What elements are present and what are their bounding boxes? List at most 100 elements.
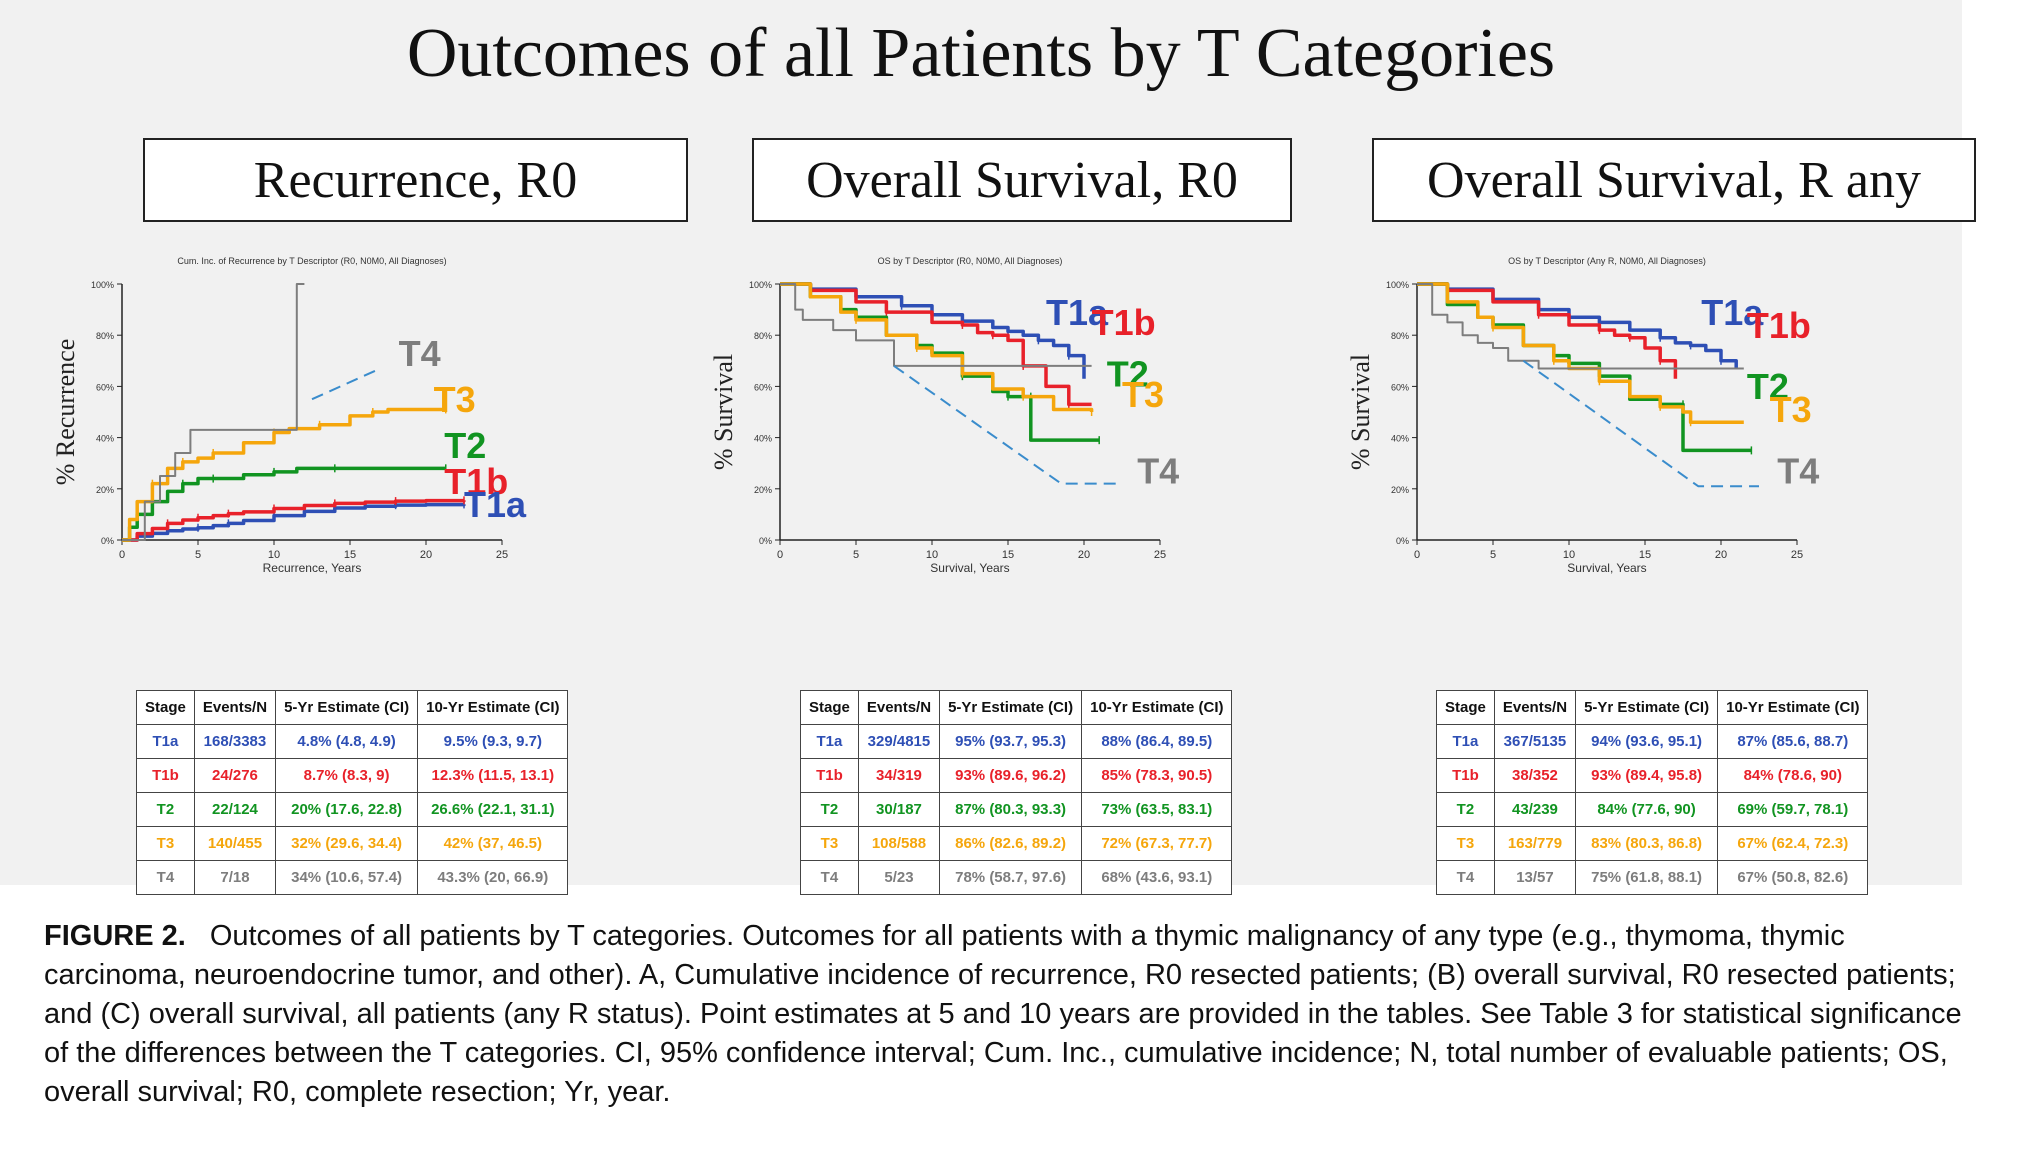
table-cell-yr5: 78% (58.7, 97.6) xyxy=(939,860,1083,895)
table-cell-yr5: 20% (17.6, 22.8) xyxy=(275,792,419,827)
table-header-row: Stage Events/N 5-Yr Estimate (CI) 10-Yr Est… xyxy=(136,690,569,725)
table-cell-events: 24/276 xyxy=(193,758,277,793)
table-row: T1b 24/276 8.7% (8.3, 9) 12.3% (11.5, 13.1) xyxy=(136,758,569,793)
table-cell-yr10: 69% (59.7, 78.1) xyxy=(1717,792,1869,827)
column-header: Stage xyxy=(136,690,195,725)
x-tick-label: 25 xyxy=(1791,549,1803,561)
table-row: T1b 38/352 93% (89.4, 95.8) 84% (78.6, 90) xyxy=(1436,758,1869,793)
table-header-row: Stage Events/N 5-Yr Estimate (CI) 10-Yr Est… xyxy=(1436,690,1869,725)
table-cell-stage: T1b xyxy=(800,758,859,793)
y-tick-label: 20% xyxy=(1391,485,1409,495)
series-label-t3: T3 xyxy=(1770,389,1812,430)
table-cell-stage: T4 xyxy=(800,860,859,895)
series-label-t4: T4 xyxy=(1137,451,1179,492)
column-header: 10-Yr Estimate (CI) xyxy=(417,690,569,725)
table-header-row: Stage Events/N 5-Yr Estimate (CI) 10-Yr Est… xyxy=(800,690,1233,725)
table-row: T4 5/23 78% (58.7, 97.6) 68% (43.6, 93.1) xyxy=(800,860,1233,895)
column-header: Events/N xyxy=(193,690,277,725)
table-row: T3 140/455 32% (29.6, 34.4) 42% (37, 46.5) xyxy=(136,826,569,861)
series-label-t1a: T1a xyxy=(1046,292,1109,333)
panel-c-table: Stage Events/N 5-Yr Estimate (CI) 10-Yr Est… xyxy=(1436,690,1869,895)
table-cell-yr5: 93% (89.4, 95.8) xyxy=(1575,758,1719,793)
table-cell-events: 168/3383 xyxy=(193,724,277,759)
table-cell-yr5: 8.7% (8.3, 9) xyxy=(275,758,419,793)
table-cell-yr5: 84% (77.6, 90) xyxy=(1575,792,1719,827)
y-tick-label: 20% xyxy=(754,485,772,495)
x-tick-label: 15 xyxy=(344,549,356,561)
table-row: T1a 367/5135 94% (93.6, 95.1) 87% (85.6, 88… xyxy=(1436,724,1869,759)
figure-title: Outcomes of all Patients by T Categories xyxy=(406,15,1556,92)
table-cell-stage: T2 xyxy=(136,792,195,827)
table-cell-yr10: 12.3% (11.5, 13.1) xyxy=(417,758,569,793)
column-header: Stage xyxy=(1436,690,1495,725)
series-label-t4: T4 xyxy=(1777,451,1819,492)
x-tick-label: 0 xyxy=(777,549,783,561)
panel-b-title-box: Overall Survival, R0 xyxy=(752,138,1292,222)
table-cell-events: 30/187 xyxy=(857,792,941,827)
x-tick-label: 5 xyxy=(853,549,859,561)
y-tick-label: 100% xyxy=(91,280,114,290)
table-row: T1a 329/4815 95% (93.7, 95.3) 88% (86.4, 89… xyxy=(800,724,1233,759)
table-row: T4 13/57 75% (61.8, 88.1) 67% (50.8, 82.6) xyxy=(1436,860,1869,895)
series-label-t1b: T1b xyxy=(1092,302,1156,343)
table-cell-stage: T1a xyxy=(1436,724,1495,759)
chart-title: Cum. Inc. of Recurrence by T Descriptor … xyxy=(177,256,446,266)
table-row: T3 108/588 86% (82.6, 89.2) 72% (67.3, 77.7… xyxy=(800,826,1233,861)
series-label-t1b: T1b xyxy=(1747,305,1811,346)
table-cell-events: 329/4815 xyxy=(857,724,941,759)
table-cell-yr5: 32% (29.6, 34.4) xyxy=(275,826,419,861)
table-cell-yr5: 75% (61.8, 88.1) xyxy=(1575,860,1719,895)
series-t1b xyxy=(780,282,1092,407)
x-tick-label: 0 xyxy=(1414,549,1420,561)
table-cell-stage: T2 xyxy=(800,792,859,827)
figure: Outcomes of all Patients by T Categories… xyxy=(0,0,1976,895)
table-cell-events: 22/124 xyxy=(193,792,277,827)
table-cell-stage: T4 xyxy=(1436,860,1495,895)
y-tick-label: 0% xyxy=(1396,536,1409,546)
column-header: Stage xyxy=(800,690,859,725)
panel-a-table: Stage Events/N 5-Yr Estimate (CI) 10-Yr Est… xyxy=(136,690,569,895)
x-tick-label: 5 xyxy=(195,549,201,561)
table-cell-yr10: 87% (85.6, 88.7) xyxy=(1717,724,1869,759)
panel-c-title-box: Overall Survival, R any xyxy=(1372,138,1976,222)
table-cell-yr5: 95% (93.7, 95.3) xyxy=(939,724,1083,759)
y-tick-label: 60% xyxy=(754,382,772,392)
caption-label: FIGURE 2. xyxy=(44,920,186,952)
y-tick-label: 60% xyxy=(96,382,114,392)
series-label-t1b: T1b xyxy=(444,461,508,502)
x-tick-label: 15 xyxy=(1002,549,1014,561)
x-tick-label: 20 xyxy=(420,549,432,561)
table-cell-events: 367/5135 xyxy=(1493,724,1577,759)
series-label-t2: T2 xyxy=(1107,353,1149,394)
table-cell-yr10: 72% (67.3, 77.7) xyxy=(1081,826,1233,861)
series-t3 xyxy=(780,282,1094,412)
series-t4 xyxy=(1417,283,1744,370)
table-cell-events: 34/319 xyxy=(857,758,941,793)
caption-text: Outcomes of all patients by T categories… xyxy=(44,920,1962,1108)
table-cell-yr10: 67% (50.8, 82.6) xyxy=(1717,860,1869,895)
x-axis-label: Survival, Years xyxy=(930,561,1009,575)
panel-b-table: Stage Events/N 5-Yr Estimate (CI) 10-Yr Est… xyxy=(800,690,1233,895)
table-cell-yr10: 9.5% (9.3, 9.7) xyxy=(417,724,569,759)
column-header: Events/N xyxy=(1493,690,1577,725)
x-tick-label: 5 xyxy=(1490,549,1496,561)
table-cell-events: 13/57 xyxy=(1493,860,1577,895)
series-t3 xyxy=(1417,282,1744,424)
y-tick-label: 20% xyxy=(96,485,114,495)
y-tick-label: 40% xyxy=(96,434,114,444)
table-cell-stage: T3 xyxy=(800,826,859,861)
column-header: 10-Yr Estimate (CI) xyxy=(1717,690,1869,725)
table-cell-events: 140/455 xyxy=(193,826,277,861)
series-label-t2: T2 xyxy=(1747,366,1789,407)
table-row: T3 163/779 83% (80.3, 86.8) 67% (62.4, 72.3… xyxy=(1436,826,1869,861)
series-label-t1a: T1a xyxy=(464,484,527,525)
column-header: 10-Yr Estimate (CI) xyxy=(1081,690,1233,725)
table-cell-yr10: 26.6% (22.1, 31.1) xyxy=(417,792,569,827)
chart-title: OS by T Descriptor (Any R, N0M0, All Dia… xyxy=(1508,256,1706,266)
y-tick-label: 80% xyxy=(754,331,772,341)
chart-title: OS by T Descriptor (R0, N0M0, All Diagno… xyxy=(878,256,1063,266)
y-tick-label: 80% xyxy=(1391,331,1409,341)
table-cell-yr10: 43.3% (20, 66.9) xyxy=(417,860,569,895)
series-label-t2: T2 xyxy=(444,425,486,466)
table-cell-stage: T3 xyxy=(1436,826,1495,861)
